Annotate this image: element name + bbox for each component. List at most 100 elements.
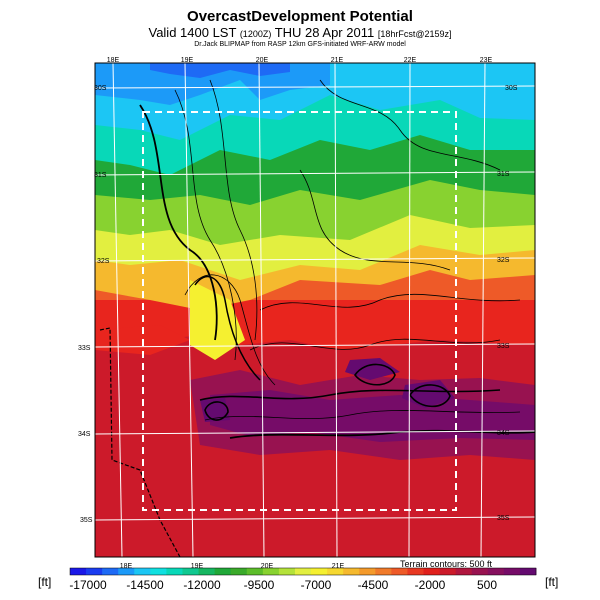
grid-lat-35 — [95, 516, 535, 521]
colorbar-label: 500 — [476, 578, 498, 592]
lat-labels-left: 30S 31S 32S 33S 34S 35S — [78, 85, 110, 524]
colorbar-swatch — [407, 568, 424, 575]
colorbar-swatch — [278, 568, 296, 575]
lon-labels-top: 18E 19E 20E 21E 22E 23E — [107, 57, 493, 64]
colorbar-swatch — [86, 568, 103, 575]
colorbar-swatch — [70, 568, 87, 575]
grid-lon-19 — [184, 63, 194, 557]
colorbar-swatch — [423, 568, 440, 575]
colorbar-swatch — [166, 568, 183, 575]
lat-label-right: 33S — [497, 343, 510, 350]
inner-domain-box — [142, 111, 457, 511]
field-purple — [210, 390, 535, 442]
contour-ring-2 — [409, 384, 451, 408]
contour-north-1 — [319, 79, 501, 171]
colorbar-unit-right: [ft] — [545, 575, 559, 589]
grid-lat-31 — [95, 171, 535, 176]
colorbar-swatch — [230, 568, 248, 575]
colorbar-swatch — [102, 568, 119, 575]
colorbar-swatch — [246, 568, 264, 575]
colorbar-swatch — [471, 568, 489, 575]
contour-ring-1 — [354, 363, 396, 386]
lat-label-right: 32S — [497, 257, 510, 264]
lon-label-top: 19E — [181, 57, 194, 64]
lat-labels-right: 30S 31S 32S 33S 34S 35S — [497, 85, 518, 522]
valid-date: THU 28 Apr 2011 — [274, 25, 375, 40]
lat-label-left: 32S — [97, 258, 110, 265]
lat-label-right: 31S — [497, 171, 510, 178]
colorbar-swatch — [343, 568, 360, 575]
lat-label-left: 33S — [78, 345, 91, 352]
map-frame — [94, 62, 536, 558]
grid-lon-18 — [112, 63, 123, 557]
lon-label-bottom: 19E — [191, 563, 204, 570]
colorbar-swatch — [118, 568, 135, 575]
lon-label-bottom: 18E — [120, 563, 133, 570]
lon-label-top: 23E — [480, 57, 493, 64]
lon-label-top: 18E — [107, 57, 120, 64]
colorbar-swatch — [455, 568, 473, 575]
colorbar-swatch — [327, 568, 344, 575]
lat-label-left: 31S — [94, 172, 107, 179]
colorbar-swatch — [439, 568, 457, 575]
colorbar-swatch — [375, 568, 392, 575]
colorbar-label: -17000 — [69, 578, 107, 592]
field-shading — [95, 63, 535, 557]
colorbar-swatch — [391, 568, 408, 575]
colorbar-swatch — [503, 568, 521, 575]
colorbar-label: -2000 — [414, 578, 446, 592]
contour-south-1 — [199, 389, 501, 401]
contour-mountain-1 — [194, 275, 261, 381]
colorbar-swatch — [134, 568, 151, 575]
valid-time: Valid 1400 LST (1200Z) THU 28 Apr 2011 [… — [0, 25, 600, 40]
colorbar-label: -9500 — [243, 578, 275, 592]
grid-lon-21 — [334, 63, 338, 557]
terrain-contour-note: Terrain contours: 500 ft — [400, 559, 493, 569]
colorbar-swatch — [487, 568, 505, 575]
grid-lat-30 — [95, 85, 535, 89]
lat-label-left: 34S — [78, 431, 91, 438]
lon-label-top: 20E — [256, 57, 269, 64]
grid-lon-20 — [258, 63, 265, 557]
valid-main: Valid 1400 LST — [148, 25, 237, 40]
grid-lat-32 — [95, 257, 535, 262]
contour-karoo-2 — [259, 293, 521, 311]
colorbar-label: -7000 — [300, 578, 332, 592]
lat-label-right: 35S — [497, 515, 510, 522]
colorbar-swatch — [214, 568, 232, 575]
colorbar-swatch — [519, 568, 537, 575]
colorbar-label: -12000 — [183, 578, 221, 592]
contour-escarpment-1 — [139, 104, 218, 341]
colorbar-unit-left: [ft] — [38, 575, 52, 589]
lon-label-bottom: 20E — [261, 563, 274, 570]
field-purple-cell-1 — [345, 358, 400, 380]
contour-karoo-3 — [299, 169, 451, 271]
colorbar-swatch — [182, 568, 199, 575]
valid-forecast: [18hrFcst@2159z] — [377, 29, 452, 39]
colorbar-label: -14500 — [126, 578, 164, 592]
contour-south-2 — [204, 410, 521, 421]
contour-mountain-2 — [184, 274, 276, 386]
grid-lat-34 — [95, 430, 535, 435]
colorbar-swatch — [262, 568, 280, 575]
grid-lat-33 — [95, 343, 535, 348]
lon-label-bottom: 21E — [332, 563, 345, 570]
lat-label-left: 35S — [80, 517, 93, 524]
contour-ring-3 — [204, 401, 229, 421]
contour-escarpment-3 — [209, 79, 258, 341]
colorbar-swatch — [359, 568, 376, 575]
colorbar-frame — [69, 567, 537, 576]
map-title: OvercastDevelopment Potential — [187, 8, 413, 25]
lon-label-top: 21E — [331, 57, 344, 64]
lat-label-right: 34S — [497, 430, 510, 437]
grid-lon-22 — [408, 63, 411, 557]
colorbar-swatch — [150, 568, 167, 575]
colorbar — [70, 568, 537, 575]
model-credit: Dr.Jack BLIPMAP from RASP 12km GFS-initi… — [194, 41, 406, 48]
lon-labels-bottom: 18E 19E 20E 21E — [120, 563, 345, 570]
latlon-grid — [95, 63, 535, 557]
colorbar-label: -4500 — [357, 578, 389, 592]
grid-lon-23 — [480, 63, 486, 557]
